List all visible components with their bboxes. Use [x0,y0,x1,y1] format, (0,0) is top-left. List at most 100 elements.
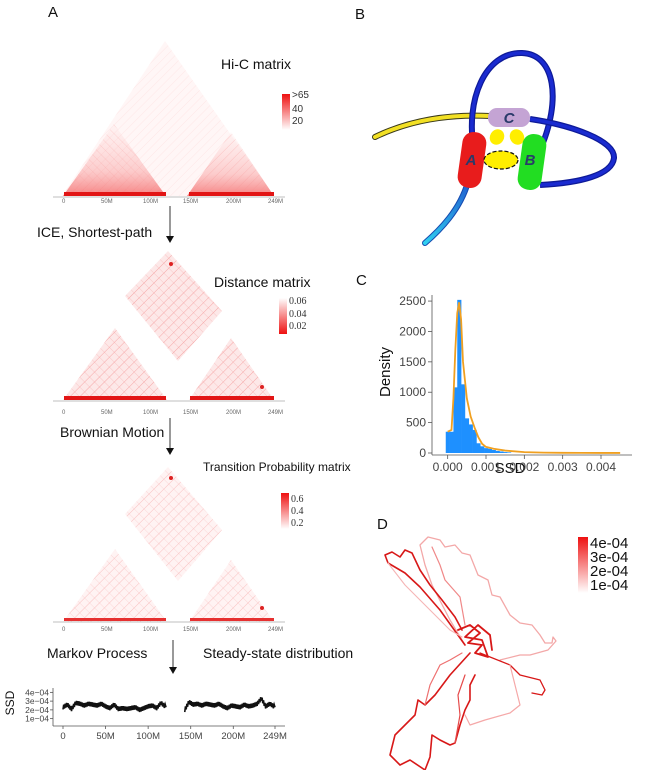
transition-left-triangle [63,549,167,622]
step-steady-state: Steady-state distribution [203,645,354,661]
hic-colorbar-tick: >65 [292,90,309,101]
ssd-xtick-label: 200M [221,731,245,740]
domain-b [517,134,547,190]
distance-xtick: 50M [101,410,113,416]
arrow-down-icon [166,418,174,455]
histogram-bar [449,431,454,453]
transition-colorbar [281,493,289,529]
chain-tail-cyan [423,180,470,245]
histogram-bar [445,431,450,453]
domain-c [488,108,530,127]
chain-loop-right [529,117,616,187]
histogram-bar [476,443,481,453]
hic-xtick: 100M [143,199,159,205]
transition-interchrom-diamond [125,467,222,581]
ssd-ytick-label: 3e−04 [25,696,49,706]
transition-xtick: 150M [183,627,199,633]
transition-xtick: 200M [226,627,242,633]
chain-loop-top [470,51,555,151]
ssd-xtick-label: 100M [136,731,160,740]
hist-xtick-label: 0.000 [433,460,463,474]
chain-knot [457,624,493,658]
hic-diagonal [64,192,166,196]
distance-left-triangle [63,328,167,400]
hic-matrix-heatmap [53,41,285,198]
histogram-bar [468,424,473,453]
domain-a-label: A [465,152,477,169]
panel-d-label: D [377,516,388,533]
chain-segment-low-ssd [419,536,557,661]
transition-xtick: 249M [268,627,284,633]
transition-right-triangle [189,560,274,622]
transition-matrix-title: Transition Probability matrix [203,460,351,474]
3d-chromosome-structure [384,536,557,770]
hist-xtick-label: 0.004 [586,460,616,474]
histogram-bar [507,452,512,453]
transition-diagonal [64,618,166,621]
hic-xtick: 150M [183,199,199,205]
distance-xtick: 200M [226,410,242,416]
chain-tail-yellow [373,113,492,139]
chain-segment [431,546,466,626]
transition-diagonal [190,618,274,621]
distance-diagonal [64,396,166,400]
histogram-bar [464,418,470,453]
hist-ytick-label: 2000 [399,324,426,338]
hist-xtick-label: 0.002 [509,460,539,474]
transition-colorbar-tick: 0.6 [291,494,304,505]
hic-colorbar-tick: 20 [292,116,304,127]
distance-xtick: 100M [143,410,159,416]
hist-ytick-label: 1000 [399,385,426,399]
distance-right-triangle [189,338,274,400]
arrow-down-icon [169,640,177,674]
histogram-bar [484,448,489,453]
hist-ylabel: Density [377,346,394,397]
distance-matrix-heatmap [53,251,285,402]
ssd-ytick-label: 4e−04 [25,687,49,697]
ssd-xtick-label: 249M [263,731,287,740]
hic-xtick: 50M [101,199,113,205]
hist-xtick-label: 0.001 [471,460,501,474]
contact-spot [489,129,505,145]
panel-b-label: B [355,6,366,23]
hic-xtick: 0 [62,199,66,205]
density-curve [447,302,621,454]
hist-xtick-label: 0.003 [548,460,578,474]
step-markov-process: Markov Process [47,645,148,661]
contact-spot [509,129,525,145]
distance-colorbar-tick: 0.06 [289,296,307,307]
ssd-ytick-label: 1e−04 [25,714,49,724]
domain-a [457,132,487,188]
histogram-bar [472,429,477,453]
histogram-bar [453,387,458,453]
histogram-bar [491,449,496,453]
distance-diagonal [190,396,274,400]
hic-xtick: 200M [226,199,242,205]
transition-colorbar-tick: 0.4 [291,506,304,517]
transition-colorbar-tick: 0.2 [291,518,304,529]
step-brownian-motion: Brownian Motion [60,424,165,440]
ssd-ytick-label: 2e−04 [25,705,49,715]
hic-diagonal [189,192,274,196]
ssd-line-series [183,697,276,713]
histogram-bar [461,384,466,453]
ssd-3d-colorbar-tick: 1e-04 [590,577,629,594]
hist-ytick-label: 2500 [399,294,426,308]
hic-colorbar-tick: 40 [292,104,304,115]
ssd-xtick-label: 150M [179,731,203,740]
hist-ytick-label: 0 [419,446,426,460]
domain-c-label: C [504,110,516,127]
ssd-3d-colorbar-tick: 4e-04 [590,535,629,552]
distance-xtick: 0 [62,410,66,416]
distance-colorbar [279,298,287,334]
chromatin-loop-diagram: C A B [372,49,617,246]
domain-b-label: B [525,152,536,169]
distance-colorbar-tick: 0.04 [289,309,307,320]
ssd-3d-colorbar-tick: 3e-04 [590,549,629,566]
histogram-bar [480,446,485,453]
transition-xtick: 100M [143,627,159,633]
histogram-bar [495,450,500,453]
hic-xtick: 249M [268,199,284,205]
histogram-bar [457,299,462,453]
